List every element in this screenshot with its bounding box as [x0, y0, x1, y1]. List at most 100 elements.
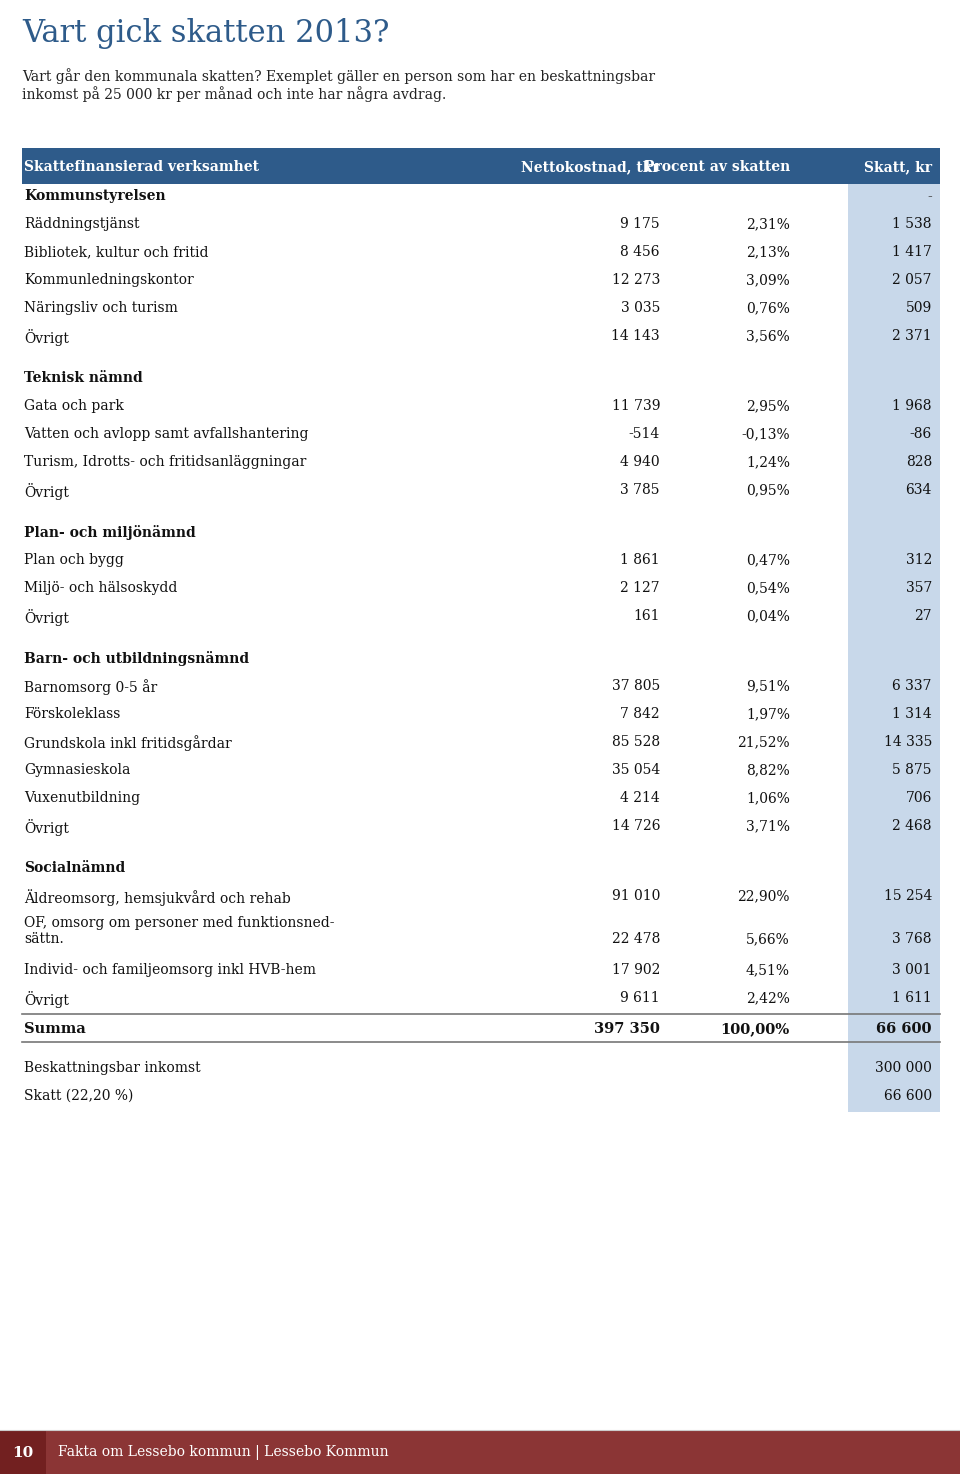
Text: 1 611: 1 611: [892, 991, 932, 1005]
Text: Individ- och familjeomsorg inkl HVB-hem: Individ- och familjeomsorg inkl HVB-hem: [24, 963, 316, 977]
Text: 2 057: 2 057: [893, 273, 932, 287]
Text: Gata och park: Gata och park: [24, 399, 124, 413]
Text: 85 528: 85 528: [612, 736, 660, 749]
Text: 3 035: 3 035: [620, 301, 660, 315]
Text: 634: 634: [905, 483, 932, 497]
Text: Övrigt: Övrigt: [24, 820, 69, 836]
Text: 66 600: 66 600: [876, 1021, 932, 1036]
Text: -514: -514: [629, 427, 660, 441]
Text: Räddningstjänst: Räddningstjänst: [24, 217, 139, 231]
Text: 5,66%: 5,66%: [746, 932, 790, 946]
Text: 21,52%: 21,52%: [737, 736, 790, 749]
Text: 8,82%: 8,82%: [746, 764, 790, 777]
Text: 66 600: 66 600: [884, 1089, 932, 1103]
Text: 2,31%: 2,31%: [746, 217, 790, 231]
Text: 1 538: 1 538: [893, 217, 932, 231]
Text: 2 468: 2 468: [893, 820, 932, 833]
Text: 12 273: 12 273: [612, 273, 660, 287]
Text: Socialnämnd: Socialnämnd: [24, 861, 125, 876]
Text: 1 968: 1 968: [893, 399, 932, 413]
Text: Skatt (22,20 %): Skatt (22,20 %): [24, 1089, 133, 1103]
Text: 5 875: 5 875: [893, 764, 932, 777]
Text: 706: 706: [905, 792, 932, 805]
Text: Vuxenutbildning: Vuxenutbildning: [24, 792, 140, 805]
Text: Miljö- och hälsoskydd: Miljö- och hälsoskydd: [24, 581, 178, 595]
Text: 37 805: 37 805: [612, 680, 660, 693]
Text: 2,42%: 2,42%: [746, 991, 790, 1005]
Text: 9,51%: 9,51%: [746, 680, 790, 693]
Text: 0,76%: 0,76%: [746, 301, 790, 315]
Text: Procent av skatten: Procent av skatten: [644, 161, 790, 174]
Text: 10: 10: [12, 1446, 34, 1461]
Text: 312: 312: [905, 553, 932, 567]
Text: 2,95%: 2,95%: [746, 399, 790, 413]
Text: 828: 828: [905, 455, 932, 469]
Text: Vart gick skatten 2013?: Vart gick skatten 2013?: [22, 18, 390, 49]
Text: 9 175: 9 175: [620, 217, 660, 231]
Text: Näringsliv och turism: Näringsliv och turism: [24, 301, 178, 315]
Text: 15 254: 15 254: [883, 889, 932, 904]
Text: 1 861: 1 861: [620, 553, 660, 567]
Text: 1,97%: 1,97%: [746, 708, 790, 721]
Text: -0,13%: -0,13%: [741, 427, 790, 441]
Text: 3,56%: 3,56%: [746, 329, 790, 343]
Text: 3 768: 3 768: [893, 932, 932, 946]
Text: 0,95%: 0,95%: [746, 483, 790, 497]
Text: Kommunledningskontor: Kommunledningskontor: [24, 273, 194, 287]
Text: 2 127: 2 127: [620, 581, 660, 595]
Text: Övrigt: Övrigt: [24, 483, 69, 500]
Text: 1 417: 1 417: [892, 245, 932, 259]
Text: 4 214: 4 214: [620, 792, 660, 805]
Text: 4 940: 4 940: [620, 455, 660, 469]
Text: 22,90%: 22,90%: [737, 889, 790, 904]
Text: 7 842: 7 842: [620, 708, 660, 721]
Text: Plan- och miljönämnd: Plan- och miljönämnd: [24, 525, 196, 539]
Text: 100,00%: 100,00%: [721, 1021, 790, 1036]
Text: Bibliotek, kultur och fritid: Bibliotek, kultur och fritid: [24, 245, 208, 259]
Text: 14 335: 14 335: [883, 736, 932, 749]
Text: 6 337: 6 337: [893, 680, 932, 693]
Text: Teknisk nämnd: Teknisk nämnd: [24, 371, 143, 385]
Text: 3,71%: 3,71%: [746, 820, 790, 833]
Text: 4,51%: 4,51%: [746, 963, 790, 977]
Text: 2 371: 2 371: [893, 329, 932, 343]
Text: 22 478: 22 478: [612, 932, 660, 946]
Text: -: -: [927, 190, 932, 203]
Text: Övrigt: Övrigt: [24, 609, 69, 626]
Bar: [0, 1430, 46, 1474]
Text: 1,06%: 1,06%: [746, 792, 790, 805]
Text: Plan och bygg: Plan och bygg: [24, 553, 124, 567]
Text: 0,54%: 0,54%: [746, 581, 790, 595]
Text: Vatten och avlopp samt avfallshantering: Vatten och avlopp samt avfallshantering: [24, 427, 308, 441]
Text: -86: -86: [910, 427, 932, 441]
Text: 509: 509: [905, 301, 932, 315]
Text: Grundskola inkl fritidsgårdar: Grundskola inkl fritidsgårdar: [24, 736, 231, 750]
Text: Turism, Idrotts- och fritidsanläggningar: Turism, Idrotts- och fritidsanläggningar: [24, 455, 306, 469]
Text: Övrigt: Övrigt: [24, 991, 69, 1008]
Text: 14 143: 14 143: [612, 329, 660, 343]
Text: 91 010: 91 010: [612, 889, 660, 904]
Text: Skattefinansierad verksamhet: Skattefinansierad verksamhet: [24, 161, 259, 174]
Text: OF, omsorg om personer med funktionsned-: OF, omsorg om personer med funktionsned-: [24, 915, 334, 930]
Bar: [0, 1430, 960, 1474]
Text: 3 001: 3 001: [893, 963, 932, 977]
Text: 300 000: 300 000: [876, 1061, 932, 1075]
Text: Barnomsorg 0-5 år: Barnomsorg 0-5 år: [24, 680, 157, 694]
Text: 1 314: 1 314: [892, 708, 932, 721]
Text: sättn.: sättn.: [24, 932, 63, 946]
Bar: [22, 147, 940, 184]
Text: Barn- och utbildningsnämnd: Barn- och utbildningsnämnd: [24, 652, 250, 666]
Text: Gymnasieskola: Gymnasieskola: [24, 764, 131, 777]
Text: 397 350: 397 350: [594, 1021, 660, 1036]
Text: Summa: Summa: [24, 1021, 85, 1036]
Text: 8 456: 8 456: [620, 245, 660, 259]
Text: Äldreomsorg, hemsjukvård och rehab: Äldreomsorg, hemsjukvård och rehab: [24, 889, 291, 907]
Text: 11 739: 11 739: [612, 399, 660, 413]
Text: Kommunstyrelsen: Kommunstyrelsen: [24, 189, 166, 203]
Text: 161: 161: [634, 609, 660, 624]
Text: 27: 27: [914, 609, 932, 624]
Text: 2,13%: 2,13%: [746, 245, 790, 259]
Text: 9 611: 9 611: [620, 991, 660, 1005]
Text: 14 726: 14 726: [612, 820, 660, 833]
Text: Vart går den kommunala skatten? Exemplet gäller en person som har en beskattning: Vart går den kommunala skatten? Exemplet…: [22, 68, 655, 102]
